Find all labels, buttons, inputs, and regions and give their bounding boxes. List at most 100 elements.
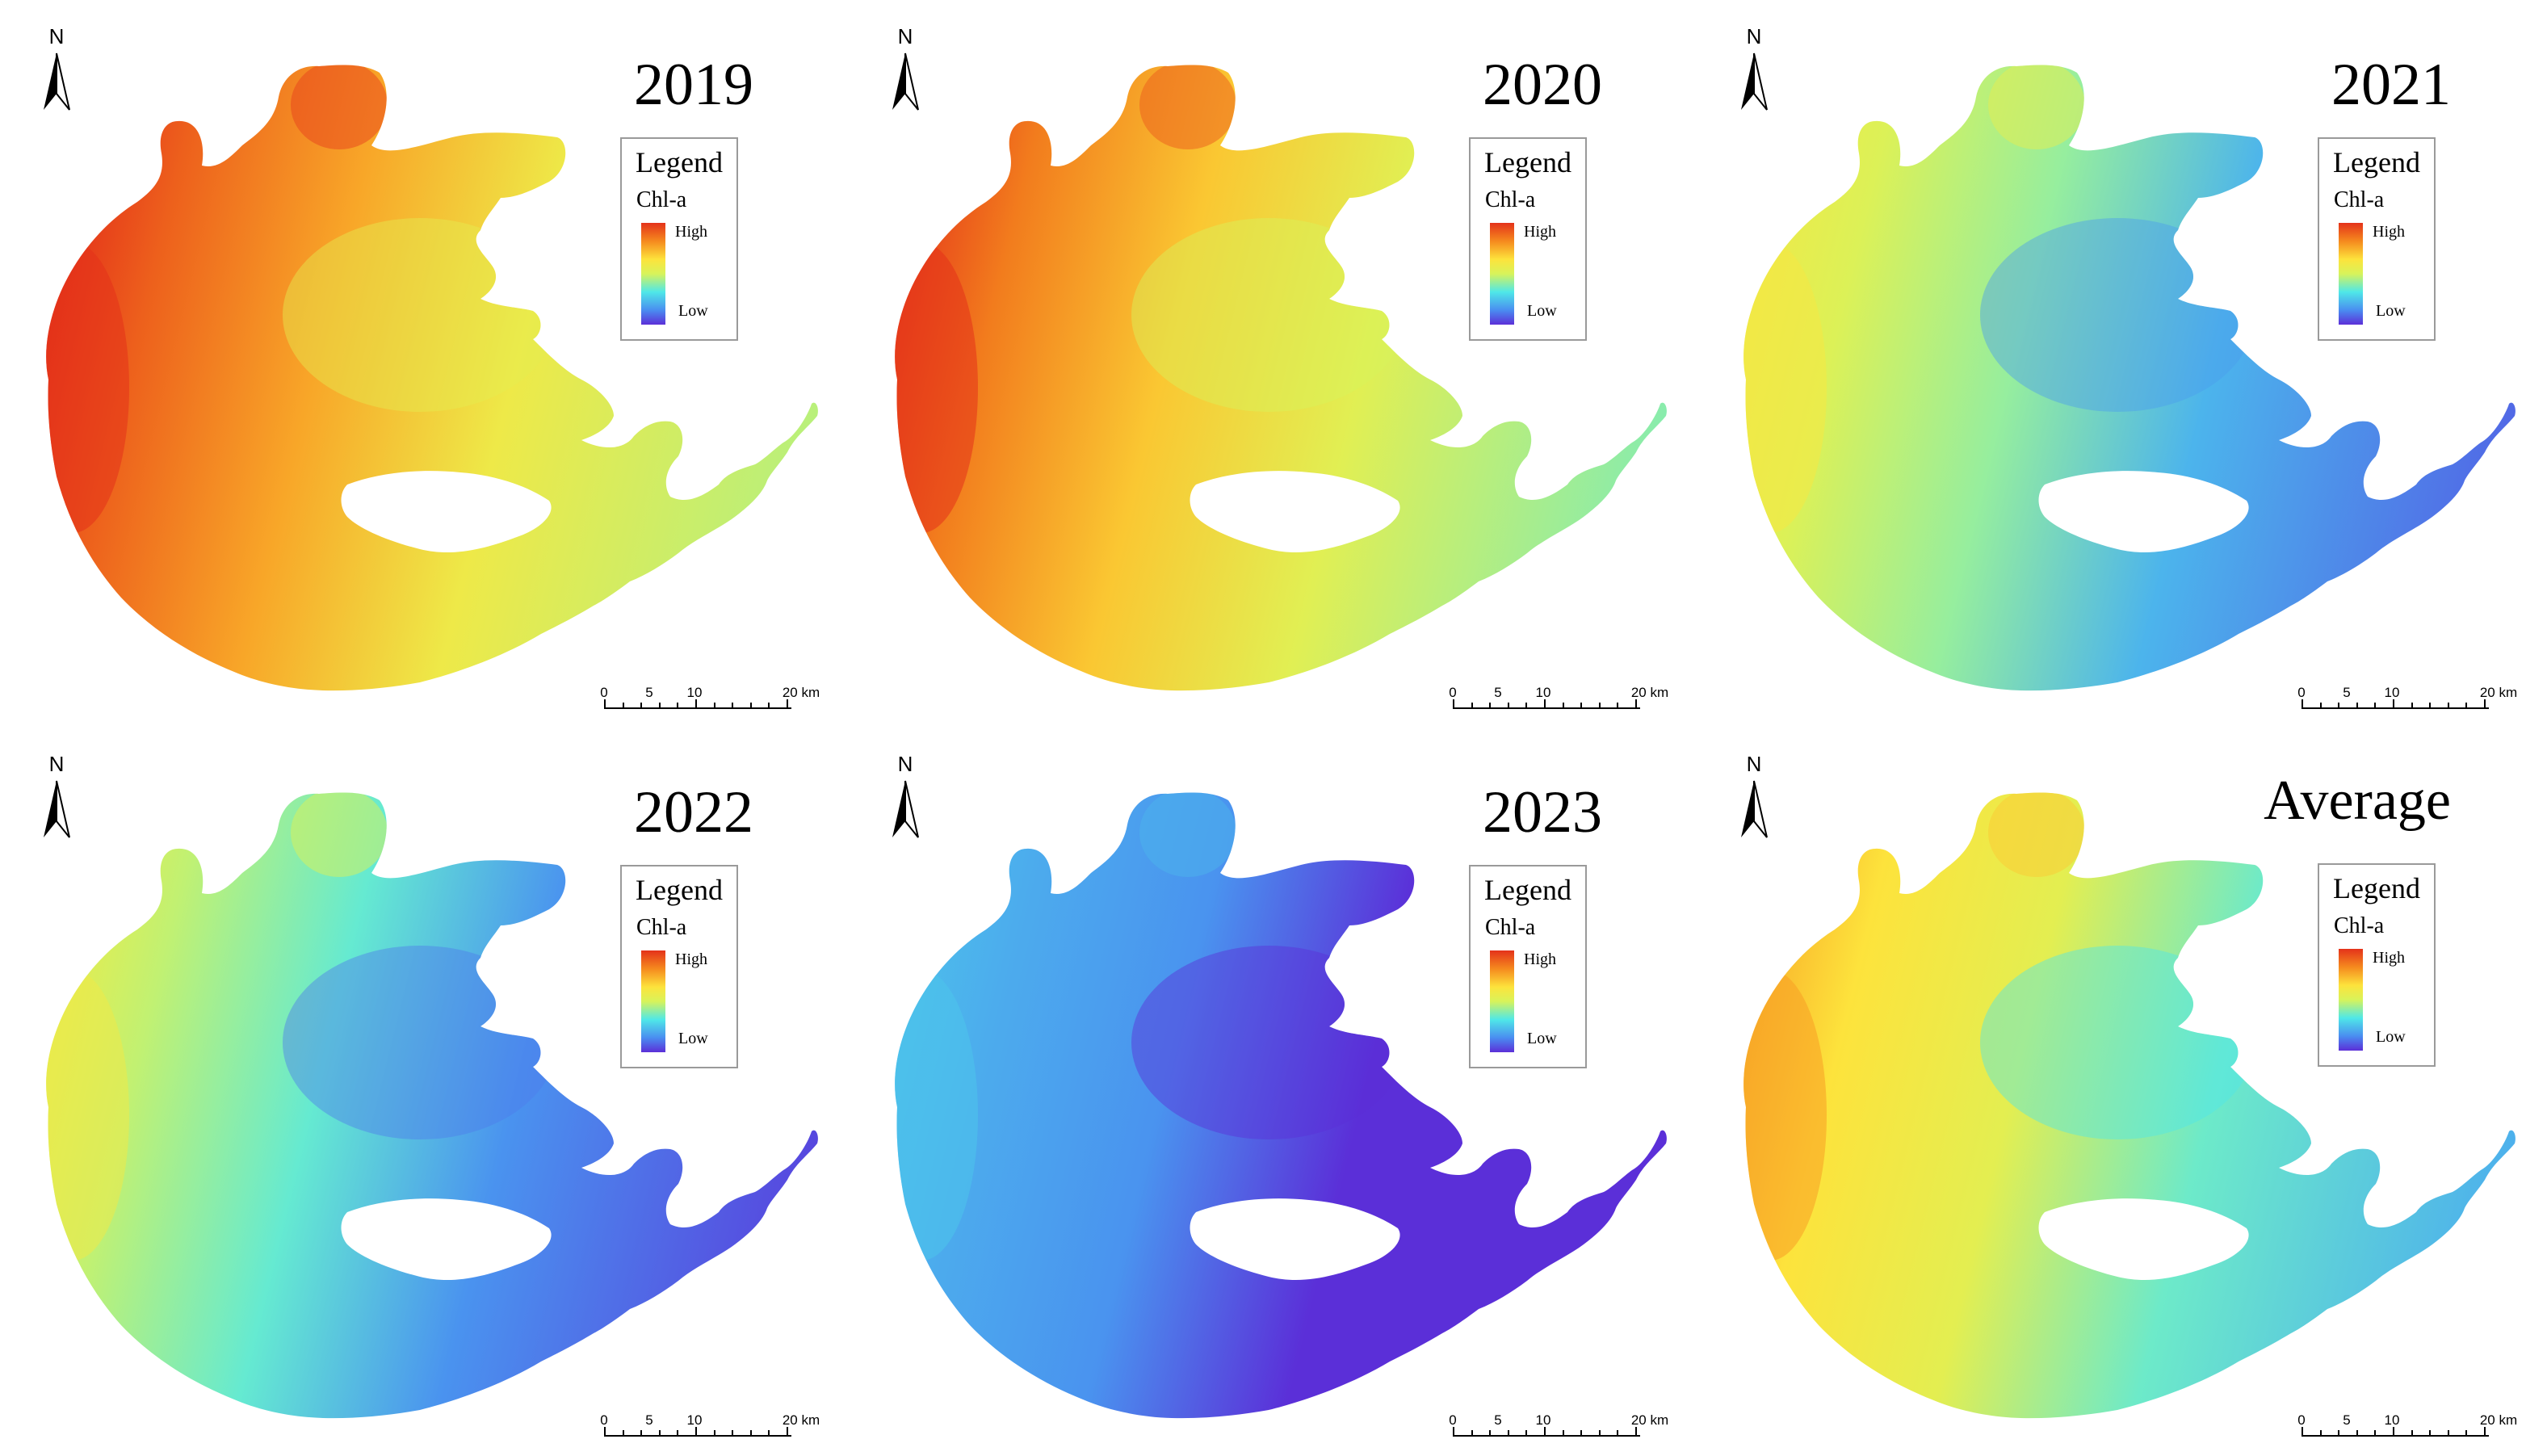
map-panel-2021: N 2021 Legend Chl-a High Low 0 5 10 20 km: [1697, 0, 2546, 728]
north-arrow: N: [32, 752, 81, 841]
scale-label: 20 km: [2479, 1412, 2518, 1428]
scale-tick: [622, 703, 624, 709]
scale-tick: [1562, 703, 1564, 709]
scale-tick: [2393, 1427, 2394, 1437]
scale-tick: [622, 1430, 624, 1437]
scale-tick: [1598, 703, 1601, 709]
scale-line: [1453, 1435, 1640, 1437]
scale-bar: 0 5 10 20 km: [599, 685, 820, 725]
legend-box: Legend Chl-a High Low: [2318, 863, 2436, 1067]
central-low-zone: [1980, 946, 2255, 1139]
legend-variable: Chl-a: [2334, 913, 2385, 938]
scale-tick: [658, 703, 661, 709]
scale-tick: [1453, 699, 1454, 709]
scale-tick: [604, 1427, 606, 1437]
north-arrow: N: [32, 24, 81, 113]
north-bay-hotspot: [1988, 792, 2085, 877]
scale-bar: 0 5 10 20 km: [2297, 1412, 2517, 1453]
legend-color-ramp: [1490, 223, 1514, 325]
scale-tick: [1489, 1430, 1492, 1437]
scale-bar: 0 5 10 20 km: [2297, 685, 2517, 725]
map-panel-2022: N 2022 Legend Chl-a High Low 0 5 10 20 km: [0, 728, 849, 1455]
scale-label: 10: [686, 1412, 703, 1428]
map-panel-2020: N 2020 Legend Chl-a High Low 0 5 10 20 km: [849, 0, 1697, 728]
scale-tick: [2356, 703, 2358, 709]
scale-label: 5: [1494, 1412, 1502, 1428]
north-bay-hotspot: [291, 792, 388, 877]
scale-tick: [1525, 1430, 1528, 1437]
west-shore-hotspot: [1743, 970, 1827, 1261]
legend-box: Legend Chl-a High Low: [1469, 137, 1587, 341]
scale-line: [604, 707, 791, 709]
scale-label: 10: [1535, 685, 1551, 700]
lake-surface: [1743, 792, 2516, 1419]
scale-tick: [640, 703, 643, 709]
scale-tick: [1525, 703, 1528, 709]
legend-low-label: Low: [678, 302, 708, 320]
legend-title: Legend: [2333, 146, 2420, 178]
legend-title: Legend: [636, 874, 723, 906]
lake-map: [895, 792, 1667, 1419]
north-arrow: N: [1730, 752, 1778, 841]
west-shore-hotspot: [1743, 242, 1827, 533]
scale-label: 20 km: [1630, 1412, 1669, 1428]
scale-label: 20 km: [782, 685, 820, 700]
west-shore-hotspot: [895, 970, 978, 1261]
west-shore-hotspot: [895, 242, 978, 533]
legend-variable: Chl-a: [636, 187, 687, 212]
legend-title: Legend: [2333, 872, 2420, 904]
scale-tick: [1471, 1430, 1473, 1437]
north-arrow: N: [881, 752, 929, 841]
scale-tick: [2447, 703, 2449, 709]
legend-title: Legend: [636, 146, 723, 178]
north-bay-hotspot: [1988, 65, 2085, 149]
scale-tick: [1489, 703, 1492, 709]
scale-tick: [768, 703, 770, 709]
scale-line: [2302, 707, 2489, 709]
scale-tick: [1598, 1430, 1601, 1437]
panel-title: 2021: [2331, 52, 2451, 118]
legend-high-label: High: [1524, 223, 1556, 241]
north-arrow-icon: [892, 780, 919, 838]
panel-title: 2022: [634, 779, 753, 845]
north-letter: N: [897, 752, 913, 776]
legend-color-ramp: [1490, 950, 1514, 1052]
lake-map: [895, 65, 1667, 691]
legend-box: Legend Chl-a High Low: [620, 865, 738, 1068]
scale-label: 0: [1449, 685, 1457, 700]
central-low-zone: [1131, 218, 1406, 412]
scale-label: 20 km: [1630, 685, 1669, 700]
scale-label: 5: [1494, 685, 1502, 700]
legend-low-label: Low: [678, 1030, 708, 1047]
legend-title: Legend: [1484, 146, 1571, 178]
scale-label: 20 km: [2479, 685, 2518, 700]
scale-tick: [2338, 703, 2340, 709]
panel-title: 2020: [1483, 52, 1602, 118]
legend-box: Legend Chl-a High Low: [1469, 865, 1587, 1068]
scale-tick: [2484, 1427, 2486, 1437]
scale-bar: 0 5 10 20 km: [1448, 685, 1668, 725]
north-arrow: N: [881, 24, 929, 113]
north-arrow-icon: [44, 780, 70, 838]
central-low-zone: [1131, 946, 1406, 1139]
legend-variable: Chl-a: [636, 915, 687, 940]
map-panel-average: N Average Legend Chl-a High Low 0 5 10 20 k…: [1697, 728, 2546, 1455]
north-arrow-icon: [1741, 52, 1768, 111]
scale-label: 5: [645, 685, 653, 700]
panel-title: 2019: [634, 52, 753, 118]
panel-title: 2023: [1483, 779, 1602, 845]
scale-label: 10: [1535, 1412, 1551, 1428]
scale-tick: [1617, 703, 1619, 709]
scale-tick: [2429, 1430, 2432, 1437]
scale-label: 5: [2343, 1412, 2351, 1428]
scale-tick: [1544, 699, 1546, 709]
central-low-zone: [283, 218, 557, 412]
scale-tick: [787, 1427, 788, 1437]
north-letter: N: [48, 752, 65, 776]
scale-tick: [2338, 1430, 2340, 1437]
scale-tick: [2319, 1430, 2322, 1437]
lake-map: [1743, 65, 2516, 691]
legend-high-label: High: [2373, 223, 2405, 241]
legend-variable: Chl-a: [1485, 915, 1536, 940]
north-letter: N: [1746, 24, 1762, 48]
